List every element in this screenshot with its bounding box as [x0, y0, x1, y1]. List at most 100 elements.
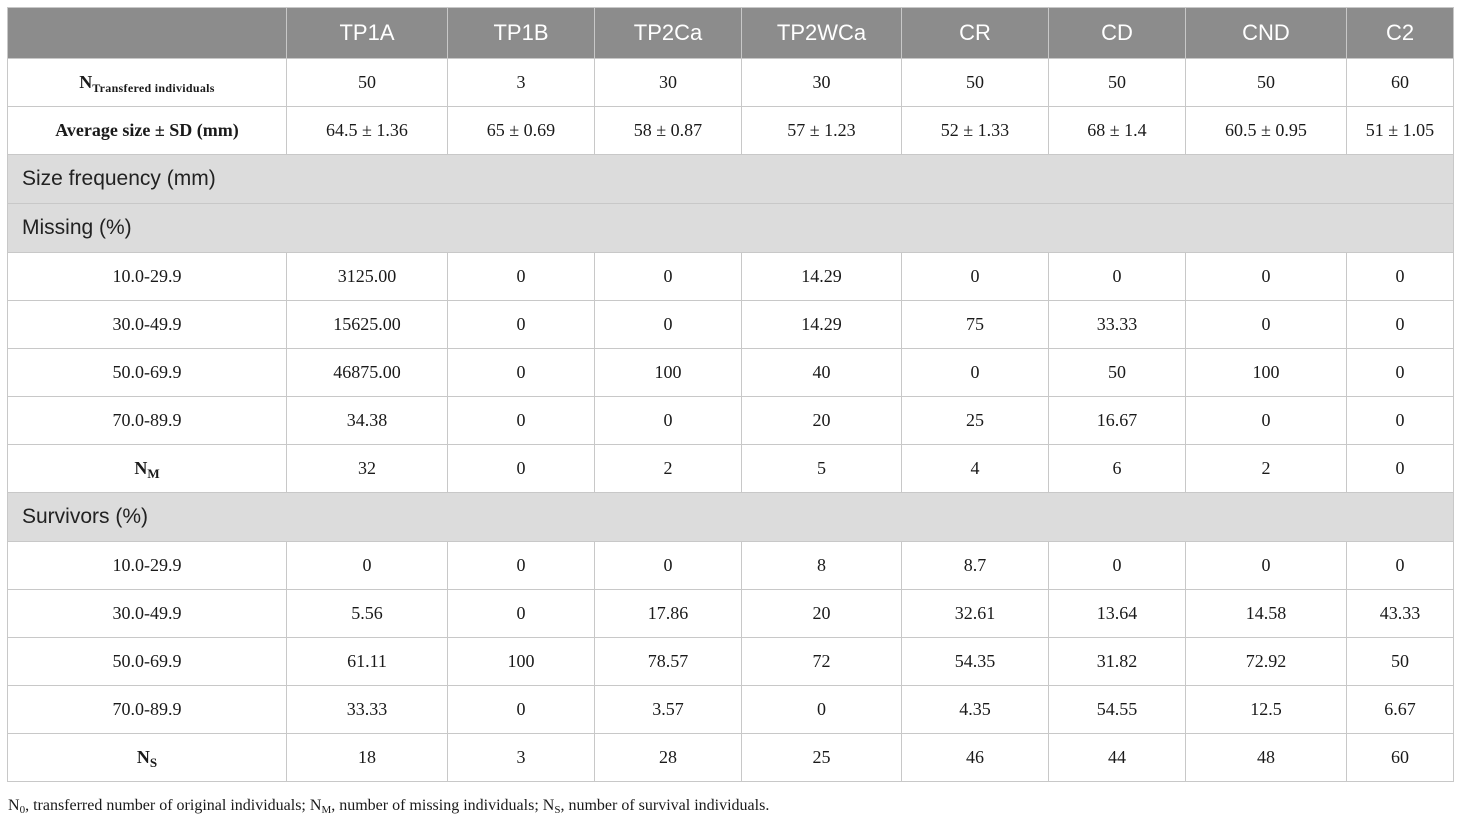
table-cell: 58 ± 0.87: [594, 106, 742, 155]
table-cell: 6.67: [1346, 685, 1454, 734]
table-cell: 50: [1346, 637, 1454, 686]
table-row: 50.0-69.9 46875.00 0 100 40 0 50 100 0: [7, 348, 1454, 397]
table-cell: 50: [1048, 58, 1186, 107]
row-label: 10.0-29.9: [7, 541, 287, 590]
label-subscript: S: [149, 755, 158, 770]
table-cell: 18: [286, 733, 448, 782]
table-cell: 32: [286, 444, 448, 493]
table-cell: 0: [1346, 300, 1454, 349]
section-label: Survivors (%): [7, 492, 1454, 542]
table-cell: 75: [901, 300, 1049, 349]
row-label: NTransfered individuals: [7, 58, 287, 107]
table-cell: 54.35: [901, 637, 1049, 686]
table-cell: 0: [1185, 252, 1347, 301]
table-row: 30.0-49.9 5.56 0 17.86 20 32.61 13.64 14…: [7, 589, 1454, 638]
table-cell: 50: [1048, 348, 1186, 397]
table-cell: 48: [1185, 733, 1347, 782]
table-cell: 30: [741, 58, 902, 107]
data-table-wrapper: TP1A TP1B TP2Ca TP2WCa CR CD CND C2 NTra…: [7, 7, 1454, 782]
table-cell: 0: [1048, 252, 1186, 301]
header-row: TP1A TP1B TP2Ca TP2WCa CR CD CND C2: [7, 7, 1454, 59]
table-cell: 8: [741, 541, 902, 590]
table-cell: 3: [447, 58, 595, 107]
table-cell: 30: [594, 58, 742, 107]
footnote-n0: N: [8, 797, 20, 814]
table-cell: 33.33: [286, 685, 448, 734]
table-row: 50.0-69.9 61.11 100 78.57 72 54.35 31.82…: [7, 637, 1454, 686]
section-label: Missing (%): [7, 203, 1454, 253]
column-header: C2: [1346, 7, 1454, 59]
table-cell: 0: [1185, 300, 1347, 349]
section-row: Survivors (%): [7, 492, 1454, 542]
table-cell: 100: [447, 637, 595, 686]
table-cell: 0: [447, 589, 595, 638]
table-cell: 72: [741, 637, 902, 686]
table-cell: 0: [1346, 348, 1454, 397]
section-row: Missing (%): [7, 203, 1454, 253]
table-cell: 2: [1185, 444, 1347, 493]
table-cell: 0: [286, 541, 448, 590]
table-cell: 3.57: [594, 685, 742, 734]
table-cell: 46875.00: [286, 348, 448, 397]
table-cell: 0: [1048, 541, 1186, 590]
footnote-n0-text: , transferred number of original individ…: [25, 797, 310, 814]
table-cell: 0: [741, 685, 902, 734]
table-row: NTransfered individuals 50 3 30 30 50 50…: [7, 58, 1454, 107]
table-row: 10.0-29.9 3125.00 0 0 14.29 0 0 0 0: [7, 252, 1454, 301]
table-cell: 16.67: [1048, 396, 1186, 445]
table-footnote: N0, transferred number of original indiv…: [8, 797, 770, 816]
table-cell: 28: [594, 733, 742, 782]
table-cell: 15625.00: [286, 300, 448, 349]
table-cell: 0: [594, 252, 742, 301]
table-cell: 0: [594, 300, 742, 349]
row-label: 10.0-29.9: [7, 252, 287, 301]
row-label: 70.0-89.9: [7, 396, 287, 445]
table-cell: 0: [447, 541, 595, 590]
table-cell: 64.5 ± 1.36: [286, 106, 448, 155]
table-row: Average size ± SD (mm) 64.5 ± 1.36 65 ± …: [7, 106, 1454, 155]
label-main: N: [134, 458, 148, 478]
table-cell: 0: [447, 348, 595, 397]
table-cell: 100: [594, 348, 742, 397]
table-cell: 100: [1185, 348, 1347, 397]
table-cell: 12.5: [1185, 685, 1347, 734]
footnote-ns-text: , number of survival individuals.: [560, 797, 770, 814]
table-cell: 44: [1048, 733, 1186, 782]
table-cell: 4.35: [901, 685, 1049, 734]
table-cell: 4: [901, 444, 1049, 493]
section-row: Size frequency (mm): [7, 154, 1454, 204]
table-row: 70.0-89.9 33.33 0 3.57 0 4.35 54.55 12.5…: [7, 685, 1454, 734]
table-cell: 0: [1185, 541, 1347, 590]
footnote-ns-subscript: S: [554, 804, 561, 816]
table-row: 30.0-49.9 15625.00 0 0 14.29 75 33.33 0 …: [7, 300, 1454, 349]
table-cell: 14.29: [741, 300, 902, 349]
table-cell: 51 ± 1.05: [1346, 106, 1454, 155]
table-cell: 25: [901, 396, 1049, 445]
column-header: TP1A: [286, 7, 448, 59]
row-label: Average size ± SD (mm): [7, 106, 287, 155]
table-cell: 0: [594, 396, 742, 445]
table-cell: 31.82: [1048, 637, 1186, 686]
footnote-nm-text: , number of missing individuals;: [331, 797, 543, 814]
table-cell: 5.56: [286, 589, 448, 638]
label-main: N: [79, 72, 93, 92]
column-header: TP2Ca: [594, 7, 742, 59]
table-cell: 20: [741, 396, 902, 445]
table-cell: 50: [1185, 58, 1347, 107]
table-cell: 0: [1346, 396, 1454, 445]
table-cell: 46: [901, 733, 1049, 782]
row-label: 30.0-49.9: [7, 300, 287, 349]
table-cell: 0: [447, 685, 595, 734]
column-header: CR: [901, 7, 1049, 59]
row-label: 50.0-69.9: [7, 348, 287, 397]
data-table: TP1A TP1B TP2Ca TP2WCa CR CD CND C2 NTra…: [7, 7, 1454, 782]
table-cell: 0: [1346, 252, 1454, 301]
table-cell: 3: [447, 733, 595, 782]
table-cell: 0: [594, 541, 742, 590]
table-cell: 43.33: [1346, 589, 1454, 638]
table-cell: 6: [1048, 444, 1186, 493]
table-cell: 68 ± 1.4: [1048, 106, 1186, 155]
table-cell: 25: [741, 733, 902, 782]
table-cell: 60: [1346, 58, 1454, 107]
table-cell: 14.58: [1185, 589, 1347, 638]
